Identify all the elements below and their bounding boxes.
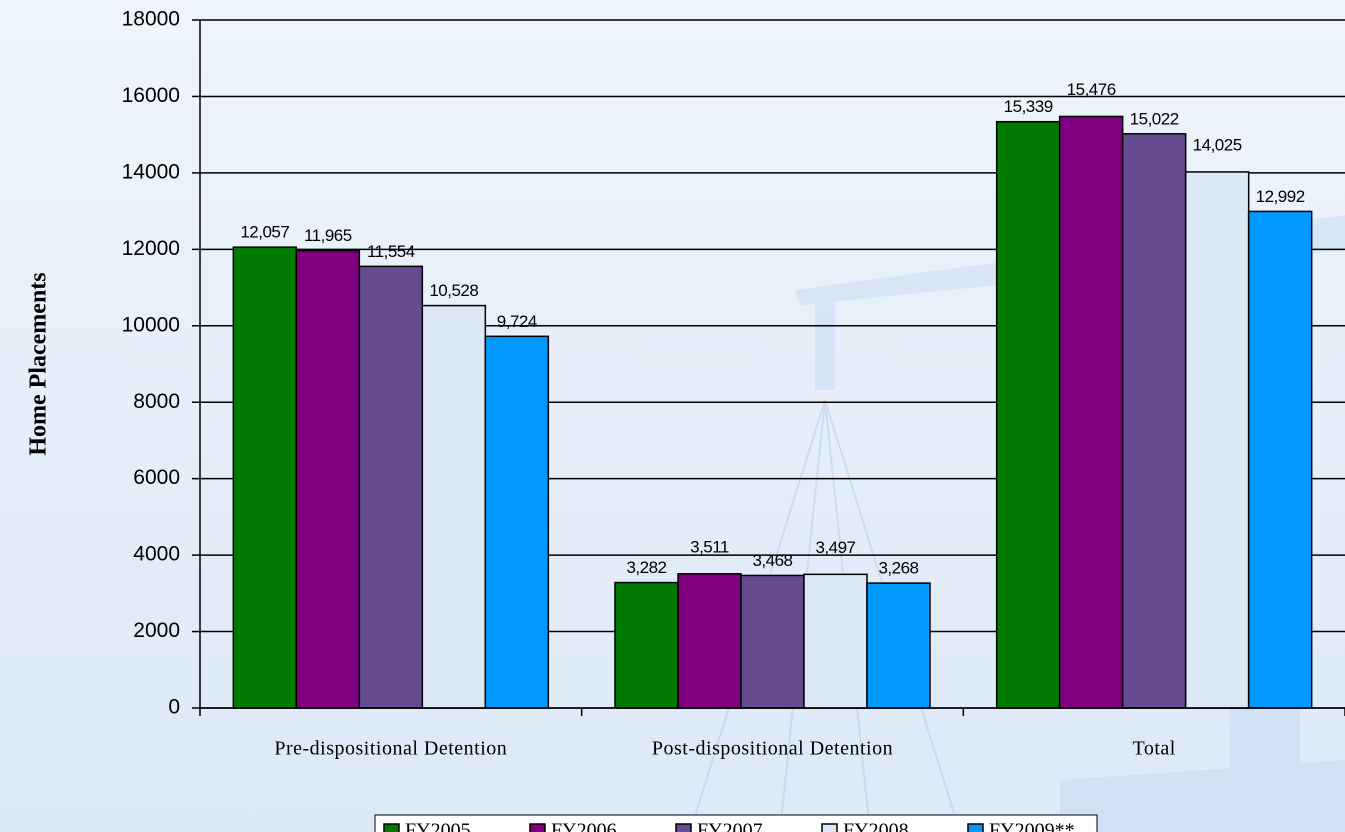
- data-label: 12,057: [240, 223, 289, 242]
- data-label: 15,476: [1067, 80, 1116, 99]
- legend-swatch: [384, 824, 399, 832]
- bar: [867, 583, 930, 708]
- y-tick-label: 8000: [133, 390, 180, 413]
- legend-swatch: [530, 824, 545, 832]
- bar: [485, 336, 548, 708]
- data-label: 11,965: [304, 226, 352, 245]
- data-label: 9,724: [497, 312, 537, 331]
- data-label: 3,268: [878, 559, 918, 578]
- bar: [1186, 172, 1249, 708]
- data-label: 10,528: [429, 281, 478, 300]
- page: {"chart_data": {"type": "bar", "y_label"…: [0, 0, 1345, 832]
- legend-label: FY2007: [697, 820, 763, 832]
- y-tick-label: 6000: [133, 466, 180, 489]
- bar: [233, 247, 296, 708]
- y-tick-label: 16000: [122, 84, 180, 107]
- bar: [741, 575, 804, 708]
- data-label: 3,468: [752, 551, 792, 570]
- bar: [615, 583, 678, 708]
- data-label: 3,497: [815, 538, 855, 557]
- chart: Home Placements 0 2000 4000 6000 8000 10000 12…: [0, 0, 1345, 832]
- bar: [1249, 211, 1312, 708]
- y-tick-label: 2000: [133, 619, 180, 642]
- legend-label: FY2009**: [989, 820, 1075, 832]
- bar: [1060, 116, 1123, 708]
- y-tick-label: 10000: [122, 313, 180, 336]
- legend-label: FY2008: [843, 820, 909, 832]
- bar: [678, 574, 741, 708]
- y-tick-label: 12000: [122, 237, 180, 260]
- x-tick-label: Post-dispositional Detention: [652, 738, 893, 760]
- legend-swatch: [822, 824, 837, 832]
- data-label: 15,339: [1004, 97, 1053, 116]
- y-axis-label: Home Placements: [26, 272, 52, 455]
- bar: [804, 574, 867, 708]
- legend-swatch: [968, 824, 983, 832]
- legend-label: FY2006: [551, 820, 617, 832]
- y-tick-label: 4000: [133, 543, 180, 566]
- bar: [997, 122, 1060, 708]
- bar: [359, 266, 422, 708]
- y-tick-label: 14000: [122, 160, 180, 183]
- x-tick-label: Pre-dispositional Detention: [274, 738, 507, 760]
- bar: [296, 251, 359, 708]
- y-tick-label: 0: [168, 696, 180, 719]
- x-tick-label: Total: [1133, 738, 1176, 760]
- data-label: 11,554: [367, 242, 415, 261]
- bar: [1123, 134, 1186, 708]
- data-label: 3,511: [690, 537, 729, 556]
- data-label: 3,282: [626, 558, 666, 577]
- data-label: 12,992: [1256, 187, 1305, 206]
- data-label: 14,025: [1193, 135, 1242, 154]
- data-label: 15,022: [1130, 109, 1179, 128]
- bar: [422, 306, 485, 708]
- y-tick-label: 18000: [122, 8, 180, 31]
- legend-label: FY2005: [405, 820, 471, 832]
- legend-swatch: [676, 824, 691, 832]
